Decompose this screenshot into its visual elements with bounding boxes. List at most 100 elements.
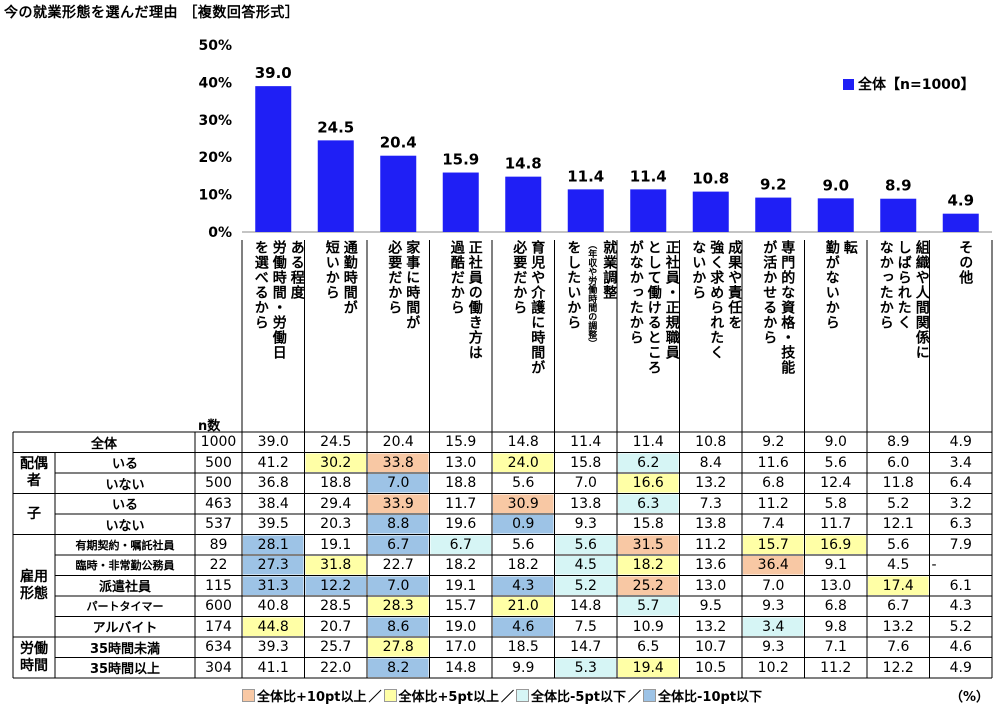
value-cell: 10.7 (695, 639, 727, 656)
row-label: いる (111, 457, 138, 473)
value-cell: 28.1 (257, 536, 289, 553)
highlight-legend-item: 全体比-5pt以下 (516, 686, 626, 705)
value-cell: 5.7 (637, 598, 660, 615)
value-cell: 18.2 (632, 557, 664, 574)
value-cell: 30.2 (320, 454, 352, 471)
value-cell: 9.2 (762, 434, 785, 451)
value-cell: 11.2 (695, 536, 727, 553)
legend-swatch (516, 689, 530, 702)
highlight-cell (743, 556, 804, 575)
n-cell: 89 (209, 536, 228, 553)
value-cell: 7.0 (387, 475, 410, 492)
bar (630, 189, 667, 232)
value-cell: 10.8 (695, 434, 727, 451)
value-cell: 5.8 (824, 495, 847, 512)
n-cell: 174 (205, 618, 232, 635)
value-cell: 36.8 (257, 475, 289, 492)
legend-separator: ／ (368, 690, 382, 705)
highlight-cell (368, 576, 429, 595)
highlight-legend: 全体比+10pt以上／全体比+5pt以上／全体比-5pt以下／全体比-10pt以… (242, 686, 762, 705)
value-cell: 27.3 (257, 557, 289, 574)
value-cell: 16.9 (820, 536, 852, 553)
value-cell: 4.9 (949, 659, 972, 676)
value-cell: 3.4 (762, 618, 785, 635)
value-cell: 19.4 (632, 659, 664, 676)
row-label: パートタイマー (86, 600, 164, 614)
value-cell: 13.0 (695, 577, 727, 594)
chart-legend: 全体【n=1000】 (843, 74, 975, 94)
value-cell: 6.8 (824, 598, 847, 615)
bar (255, 86, 292, 232)
legend-swatch (843, 78, 854, 90)
category-label: 転勤がないから (823, 240, 858, 330)
highlight-cell (493, 617, 554, 636)
row-label: 全体 (90, 436, 117, 452)
bar (317, 140, 354, 232)
legend-swatch (383, 689, 397, 702)
value-cell: 40.8 (257, 598, 289, 615)
value-cell: 38.4 (257, 495, 289, 512)
unit-label: （%） (950, 690, 990, 705)
legend-text: 全体比-5pt以下 (531, 690, 626, 705)
category-label: 正社員の働き方は 過酷だから (448, 240, 483, 360)
highlight-cell (368, 474, 429, 493)
value-cell: 8.2 (387, 659, 410, 676)
group-label: 子 (27, 505, 41, 522)
value-cell: 12.4 (820, 475, 852, 492)
value-cell: 15.9 (445, 434, 477, 451)
n-cell: 600 (205, 598, 232, 615)
highlight-cell (243, 556, 304, 575)
highlight-cell (743, 617, 804, 636)
value-cell: 30.9 (507, 495, 539, 512)
n-header: n数 (198, 419, 221, 434)
value-cell: 7.9 (949, 536, 972, 553)
value-cell: 5.3 (574, 659, 597, 676)
y-tick-label: 20% (198, 150, 232, 166)
value-cell: 15.8 (632, 516, 664, 533)
bar-value-label: 14.8 (505, 155, 542, 173)
row-label: 35時間未満 (89, 641, 161, 657)
value-cell: 6.8 (762, 475, 785, 492)
value-cell: 9.5 (699, 598, 722, 615)
row-label: 臨時・非常勤公務員 (75, 559, 175, 573)
value-cell: 4.6 (949, 639, 972, 656)
y-tick-label: 0% (208, 225, 232, 240)
value-cell: 4.5 (574, 557, 597, 574)
bar (505, 176, 542, 232)
bar (380, 155, 417, 232)
value-cell: 18.2 (445, 557, 477, 574)
bar-chart: 0% 10% 20% 30% 40% 50% 39.0 24.5 20.4 15.9 14.8 11.… (198, 38, 992, 240)
highlight-cell (555, 535, 616, 554)
value-cell: 28.3 (382, 598, 414, 615)
value-cell: 18.5 (507, 639, 539, 656)
value-cell: 4.6 (512, 618, 535, 635)
n-cell: 115 (205, 577, 232, 594)
value-cell: 19.1 (445, 577, 477, 594)
n-cell: 22 (209, 557, 228, 574)
value-cell: 9.3 (574, 516, 597, 533)
bar-value-label: 4.9 (947, 192, 974, 210)
value-cell: 5.6 (824, 454, 847, 471)
value-cell: 9.8 (824, 618, 847, 635)
value-cell: 11.7 (820, 516, 852, 533)
value-cell: 8.4 (699, 454, 722, 471)
highlight-cell (805, 535, 866, 554)
value-cell: 20.7 (320, 618, 352, 635)
value-cell: 19.0 (445, 618, 477, 635)
category-label: その他 (957, 240, 974, 285)
bar-value-label: 9.2 (760, 176, 787, 194)
highlight-cell (368, 658, 429, 677)
category-label: 育児や介護に時間が 必要だから (511, 240, 546, 375)
row-label: 有期契約・嘱託社員 (75, 538, 175, 552)
bar (442, 172, 479, 232)
row-label: いる (111, 498, 138, 514)
value-cell: 9.3 (762, 639, 785, 656)
value-cell: 22.0 (320, 659, 352, 676)
value-cell: 7.6 (887, 639, 910, 656)
highlight-cell (368, 535, 429, 554)
highlight-cell (368, 494, 429, 513)
highlight-cell (555, 658, 616, 677)
legend-text: 全体比-10pt以下 (658, 690, 763, 705)
value-cell: 13.8 (570, 495, 602, 512)
